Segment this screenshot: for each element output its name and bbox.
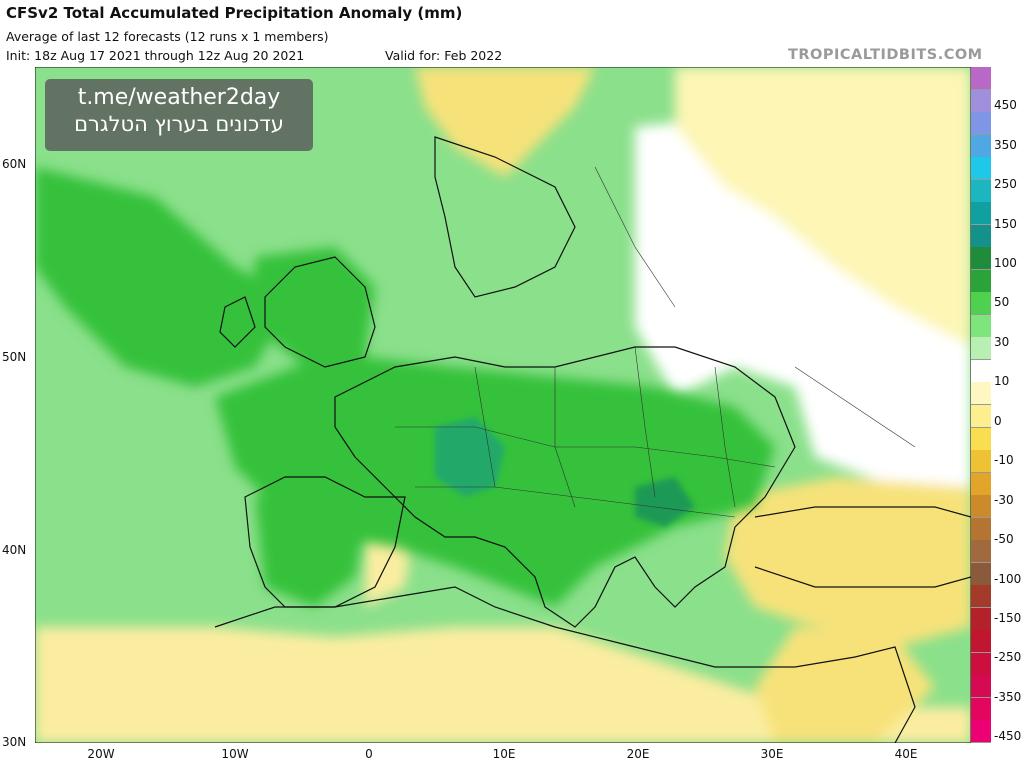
colorbar-legend bbox=[971, 67, 991, 744]
lon-label-30e: 30E bbox=[760, 747, 784, 761]
precipitation-anomaly-map bbox=[35, 67, 971, 743]
legend-swatch bbox=[971, 517, 991, 541]
legend-label: -30 bbox=[994, 492, 1014, 507]
legend-swatch bbox=[971, 269, 991, 293]
legend-swatch bbox=[971, 359, 991, 383]
legend-label: 250 bbox=[994, 177, 1017, 192]
legend-swatch bbox=[971, 562, 991, 586]
lon-label-10w: 10W bbox=[221, 747, 249, 761]
lon-label-20e: 20E bbox=[626, 747, 650, 761]
dry-middle-east-region bbox=[755, 627, 935, 743]
brand-logo-text[interactable]: TROPICALTIDBITS.COM bbox=[788, 47, 983, 63]
valid-time: Valid for: Feb 2022 bbox=[385, 48, 503, 63]
legend-swatch bbox=[971, 405, 991, 429]
legend-swatch bbox=[971, 427, 991, 451]
legend-swatch bbox=[971, 67, 991, 91]
wet-alps-core-region bbox=[435, 417, 505, 497]
legend-swatch bbox=[971, 382, 991, 406]
legend-swatch bbox=[971, 89, 991, 113]
legend-label: -250 bbox=[994, 650, 1022, 665]
forecast-subtitle: Average of last 12 forecasts (12 runs x … bbox=[6, 29, 329, 44]
legend-label: 50 bbox=[994, 295, 1010, 310]
legend-swatch bbox=[971, 495, 991, 519]
init-time: Init: 18z Aug 17 2021 through 12z Aug 20… bbox=[6, 48, 305, 63]
legend-label: 10 bbox=[994, 374, 1010, 389]
legend-label: 450 bbox=[994, 98, 1017, 113]
legend-label: 350 bbox=[994, 137, 1017, 152]
lat-label-50n: 50N bbox=[2, 350, 27, 364]
legend-swatch bbox=[971, 720, 991, 744]
legend-swatch bbox=[971, 157, 991, 181]
legend-swatch bbox=[971, 112, 991, 136]
legend-label: -10 bbox=[994, 453, 1014, 468]
legend-swatch bbox=[971, 450, 991, 474]
dry-russia-region bbox=[675, 67, 971, 347]
legend-swatch bbox=[971, 247, 991, 271]
telegram-watermark: t.me/weather2day עדכונים בערוץ הטלגרם bbox=[45, 79, 313, 151]
legend-swatch bbox=[971, 585, 991, 609]
legend-swatch bbox=[971, 179, 991, 203]
legend-label: -350 bbox=[994, 689, 1022, 704]
lon-label-10e: 10E bbox=[492, 747, 516, 761]
legend-swatch bbox=[971, 652, 991, 676]
legend-label: -150 bbox=[994, 610, 1022, 625]
legend-swatch bbox=[971, 337, 991, 361]
lat-label-40n: 40N bbox=[2, 543, 27, 557]
watermark-url: t.me/weather2day bbox=[77, 85, 281, 110]
lat-label-30n: 30N bbox=[2, 735, 27, 749]
watermark-caption: עדכונים בערוץ הטלגרם bbox=[74, 112, 284, 136]
legend-swatch bbox=[971, 630, 991, 654]
wet-atlantic-band-region bbox=[35, 167, 295, 387]
legend-swatch bbox=[971, 314, 991, 338]
legend-swatch bbox=[971, 292, 991, 316]
legend-label: 150 bbox=[994, 216, 1017, 231]
legend-swatch bbox=[971, 202, 991, 226]
lon-label-40e: 40E bbox=[894, 747, 918, 761]
legend-swatch bbox=[971, 540, 991, 564]
coastline bbox=[214, 136, 971, 743]
lon-label-0: 0 bbox=[365, 747, 373, 761]
legend-label: 30 bbox=[994, 334, 1010, 349]
legend-swatch bbox=[971, 607, 991, 631]
dry-west-africa-region bbox=[35, 627, 235, 743]
country-borders bbox=[395, 166, 916, 518]
legend-swatch bbox=[971, 472, 991, 496]
chart-title: CFSv2 Total Accumulated Precipitation An… bbox=[6, 4, 463, 22]
legend-label: -50 bbox=[994, 532, 1014, 547]
legend-label: -450 bbox=[994, 729, 1022, 744]
legend-label: 100 bbox=[994, 256, 1017, 271]
dry-scandinavia-region bbox=[415, 67, 595, 177]
lat-label-60n: 60N bbox=[2, 157, 27, 171]
legend-swatch bbox=[971, 224, 991, 248]
legend-swatch bbox=[971, 675, 991, 699]
dry-turkey-region bbox=[725, 477, 971, 647]
wet-balkan-core-region bbox=[635, 477, 695, 527]
legend-swatch bbox=[971, 134, 991, 158]
legend-swatch bbox=[971, 697, 991, 721]
wet-iberia-region bbox=[255, 487, 365, 607]
legend-label: 0 bbox=[994, 413, 1002, 428]
legend-label: -100 bbox=[994, 571, 1022, 586]
lon-label-20w: 20W bbox=[87, 747, 115, 761]
